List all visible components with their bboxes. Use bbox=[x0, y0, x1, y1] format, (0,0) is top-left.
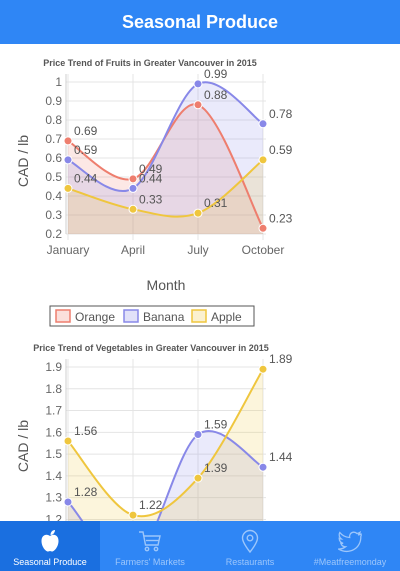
tab-restaurants[interactable]: Restaurants bbox=[200, 521, 300, 571]
y-tick-label: 0.9 bbox=[45, 94, 62, 108]
data-label: 0.69 bbox=[74, 124, 98, 138]
x-tick-label: April bbox=[121, 243, 145, 257]
data-point bbox=[193, 79, 203, 89]
data-label: 0.31 bbox=[204, 196, 228, 210]
y-tick-label: 1.6 bbox=[45, 425, 62, 439]
series-line bbox=[67, 430, 264, 521]
data-point bbox=[63, 436, 73, 446]
tab-farmers-markets[interactable]: Farmers' Markets bbox=[100, 521, 200, 571]
data-point bbox=[193, 473, 203, 483]
data-point bbox=[258, 364, 268, 374]
app-header: Seasonal Produce bbox=[0, 0, 400, 44]
bottom-tab-bar: Seasonal Produce Farmers' Markets Restau… bbox=[0, 521, 400, 571]
vegetable-price-chart: Price Trend of Vegetables in Greater Van… bbox=[15, 343, 293, 521]
map-pin-icon bbox=[241, 529, 259, 554]
page-title: Seasonal Produce bbox=[121, 11, 279, 32]
fruit-chart-title: Price Trend of Fruits in Greater Vancouv… bbox=[43, 58, 257, 68]
legend-swatch bbox=[191, 309, 207, 323]
data-point bbox=[63, 497, 73, 507]
apple-icon bbox=[41, 530, 59, 552]
y-tick-label: 1.2 bbox=[45, 512, 62, 521]
y-tick-label: 0.6 bbox=[45, 151, 62, 165]
y-tick-label: 1.4 bbox=[45, 469, 62, 483]
data-label: 0.59 bbox=[74, 143, 98, 157]
y-tick-label: 0.2 bbox=[45, 227, 62, 241]
data-point bbox=[63, 136, 73, 146]
legend-swatch bbox=[55, 309, 71, 323]
data-point bbox=[258, 223, 268, 233]
data-label: 1.44 bbox=[269, 450, 293, 464]
x-tick-label: January bbox=[47, 243, 90, 257]
data-label: 0.88 bbox=[204, 88, 228, 102]
data-point bbox=[63, 183, 73, 193]
y-tick-label: 1.3 bbox=[45, 491, 62, 505]
tab-meatfreemonday[interactable]: #Meatfreemonday bbox=[300, 521, 400, 571]
fruit-y-axis-label: CAD / lb bbox=[15, 135, 31, 187]
veg-chart-title: Price Trend of Vegetables in Greater Van… bbox=[33, 343, 269, 353]
legend-swatch bbox=[123, 309, 139, 323]
tab-label: Restaurants bbox=[225, 557, 275, 567]
data-point bbox=[128, 183, 138, 193]
legend-entry: Orange bbox=[75, 310, 115, 324]
series-area bbox=[68, 369, 263, 521]
twitter-bird-icon bbox=[337, 530, 362, 553]
series-line bbox=[67, 159, 264, 218]
data-label: 0.44 bbox=[74, 171, 98, 185]
cart-icon bbox=[139, 531, 161, 552]
fruit-x-axis-label: Month bbox=[147, 277, 186, 293]
y-tick-label: 0.7 bbox=[45, 132, 62, 146]
legend-entry: Apple bbox=[211, 310, 242, 324]
fruit-price-chart: Price Trend of Fruits in Greater Vancouv… bbox=[15, 58, 293, 327]
data-point bbox=[128, 204, 138, 214]
data-label: 0.23 bbox=[269, 211, 293, 225]
data-label: 0.99 bbox=[204, 67, 228, 81]
series-area bbox=[68, 104, 263, 234]
y-tick-label: 1.8 bbox=[45, 382, 62, 396]
y-tick-label: 1.5 bbox=[45, 447, 62, 461]
data-point bbox=[193, 208, 203, 218]
data-point bbox=[258, 462, 268, 472]
tab-seasonal-produce[interactable]: Seasonal Produce bbox=[0, 521, 100, 571]
fruit-legend: Orange Banana Apple bbox=[49, 305, 255, 327]
y-tick-label: 1.9 bbox=[45, 360, 62, 374]
series-line bbox=[67, 368, 264, 518]
data-label: 1.28 bbox=[74, 485, 98, 499]
y-tick-label: 0.5 bbox=[45, 170, 62, 184]
data-label: 0.33 bbox=[139, 192, 163, 206]
data-label: 1.89 bbox=[269, 352, 293, 366]
x-tick-label: October bbox=[242, 243, 285, 257]
data-point bbox=[128, 174, 138, 184]
data-label: 1.39 bbox=[204, 461, 228, 475]
y-tick-label: 1 bbox=[55, 75, 62, 89]
legend-entry: Banana bbox=[143, 310, 185, 324]
data-point bbox=[193, 430, 203, 439]
charts-scroll-area[interactable]: Price Trend of Fruits in Greater Vancouv… bbox=[0, 44, 400, 521]
data-point bbox=[258, 155, 268, 165]
data-label: 1.56 bbox=[74, 424, 98, 438]
legend-box bbox=[49, 305, 255, 327]
veg-y-axis-label: CAD / lb bbox=[15, 420, 31, 472]
data-point bbox=[128, 510, 138, 520]
data-label: 1.59 bbox=[204, 418, 228, 432]
series-line bbox=[67, 103, 264, 229]
data-point bbox=[63, 155, 73, 165]
y-tick-label: 0.3 bbox=[45, 208, 62, 222]
data-label: 0.44 bbox=[139, 171, 163, 185]
data-label: 0.59 bbox=[269, 143, 293, 157]
data-label: 0.49 bbox=[139, 162, 163, 176]
series-area bbox=[68, 159, 263, 234]
data-label: 1.22 bbox=[139, 498, 163, 512]
y-tick-label: 0.4 bbox=[45, 189, 62, 203]
data-point bbox=[258, 119, 268, 129]
data-point bbox=[193, 100, 203, 110]
y-tick-label: 1.7 bbox=[45, 404, 62, 418]
x-tick-label: July bbox=[187, 243, 208, 257]
y-tick-label: 0.8 bbox=[45, 113, 62, 127]
series-line bbox=[67, 81, 264, 192]
series-area bbox=[68, 82, 263, 234]
tab-label: Seasonal Produce bbox=[13, 557, 87, 567]
data-label: 0.78 bbox=[269, 107, 293, 121]
tab-label: #Meatfreemonday bbox=[313, 557, 387, 567]
tab-label: Farmers' Markets bbox=[115, 557, 185, 567]
